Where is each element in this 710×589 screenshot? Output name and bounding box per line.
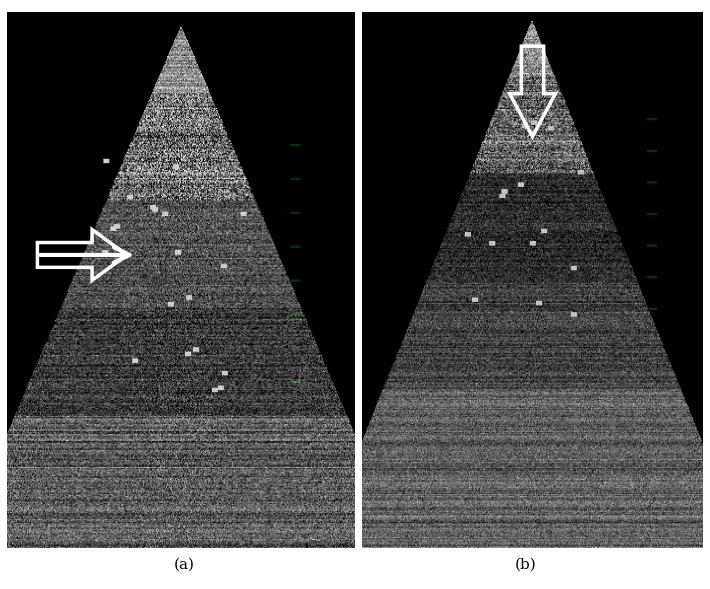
Text: (a): (a) <box>174 557 195 571</box>
Text: (b): (b) <box>515 557 536 571</box>
